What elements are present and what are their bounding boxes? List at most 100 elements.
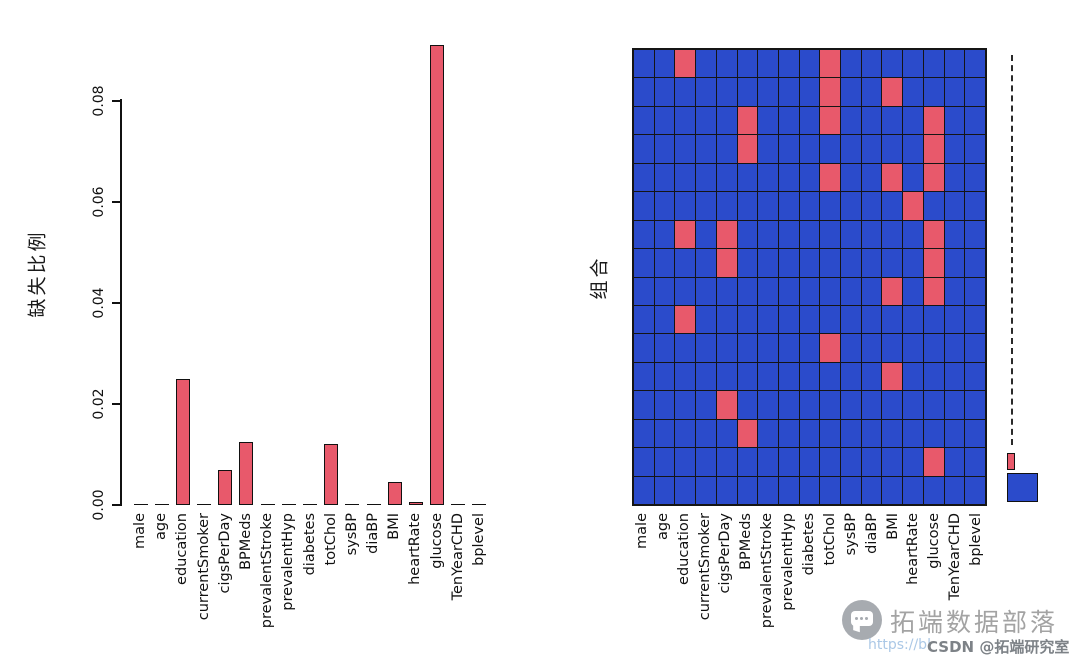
missing-cell <box>923 277 944 305</box>
observed-cell <box>737 78 758 106</box>
observed-cell <box>737 362 758 391</box>
observed-cell <box>965 277 985 305</box>
observed-cell <box>799 476 820 504</box>
observed-cell <box>965 334 985 362</box>
observed-cell <box>882 192 903 220</box>
observed-cell <box>758 163 778 192</box>
observed-cell <box>737 305 758 334</box>
bar <box>324 444 339 505</box>
observed-cell <box>965 249 985 277</box>
observed-cell <box>820 277 841 305</box>
observed-cell <box>861 476 882 504</box>
observed-cell <box>820 305 841 334</box>
observed-cell <box>799 163 820 192</box>
zero-bar <box>345 503 360 505</box>
observed-cell <box>882 448 903 476</box>
observed-cell <box>758 249 778 277</box>
zero-bar <box>154 503 169 505</box>
observed-cell <box>903 448 923 476</box>
observed-cell <box>799 419 820 448</box>
observed-cell <box>944 192 965 220</box>
observed-cell <box>841 476 861 504</box>
observed-cell <box>634 106 654 135</box>
observed-cell <box>758 220 778 249</box>
observed-cell <box>696 277 716 305</box>
observed-cell <box>758 78 778 106</box>
observed-cell <box>634 448 654 476</box>
observed-cell <box>675 135 696 163</box>
observed-cell <box>634 476 654 504</box>
observed-cell <box>799 277 820 305</box>
observed-cell <box>820 362 841 391</box>
observed-cell <box>965 163 985 192</box>
observed-cell <box>675 78 696 106</box>
observed-cell <box>944 135 965 163</box>
observed-cell <box>758 277 778 305</box>
observed-cell <box>654 305 675 334</box>
observed-cell <box>634 78 654 106</box>
x-axis-label: education <box>174 513 191 585</box>
observed-cell <box>861 192 882 220</box>
observed-cell <box>861 249 882 277</box>
observed-cell <box>654 220 675 249</box>
missing-proportion-chart: 缺失比例 0.00 0.02 0.04 0.06 0.08 <box>27 45 487 521</box>
observed-cell <box>696 106 716 135</box>
observed-cell <box>882 334 903 362</box>
x-axis-label: totChol <box>821 513 838 566</box>
observed-cell <box>758 50 778 78</box>
observed-cell <box>861 106 882 135</box>
missing-cell <box>882 362 903 391</box>
observed-cell <box>634 419 654 448</box>
observed-cell <box>861 135 882 163</box>
observed-cell <box>965 419 985 448</box>
observed-cell <box>716 277 737 305</box>
x-axis-label: cigsPerDay <box>216 513 233 594</box>
x-axis-label: diabetes <box>301 513 318 576</box>
y-axis-line <box>120 99 122 506</box>
observed-cell <box>758 448 778 476</box>
chat-bubble-tail <box>853 622 860 633</box>
observed-cell <box>758 476 778 504</box>
bubble-dot <box>855 617 858 620</box>
observed-cell <box>799 220 820 249</box>
observed-cell <box>882 135 903 163</box>
x-axis-label: currentSmoker <box>696 513 713 621</box>
observed-cell <box>799 334 820 362</box>
observed-cell <box>944 220 965 249</box>
observed-cell <box>820 192 841 220</box>
observed-cell <box>923 391 944 419</box>
observed-cell <box>923 334 944 362</box>
x-axis-label: prevalentHyp <box>780 513 797 611</box>
observed-cell <box>696 362 716 391</box>
observed-cell <box>965 78 985 106</box>
observed-cell <box>758 334 778 362</box>
missing-cell <box>737 419 758 448</box>
observed-cell <box>675 476 696 504</box>
observed-cell <box>820 448 841 476</box>
observed-cell <box>634 334 654 362</box>
missing-cell <box>923 106 944 135</box>
zero-bar <box>133 503 148 505</box>
zero-bar <box>197 503 212 505</box>
observed-cell <box>654 476 675 504</box>
x-axis-label: totChol <box>322 513 339 566</box>
missing-cell <box>923 220 944 249</box>
observed-cell <box>903 277 923 305</box>
observed-cell <box>778 419 799 448</box>
observed-cell <box>737 277 758 305</box>
observed-cell <box>841 362 861 391</box>
missing-cell <box>675 50 696 78</box>
zero-bar <box>472 503 487 505</box>
observed-cell <box>778 249 799 277</box>
observed-cell <box>778 78 799 106</box>
observed-cell <box>841 249 861 277</box>
observed-cell <box>737 448 758 476</box>
observed-cell <box>903 362 923 391</box>
observed-cell <box>903 78 923 106</box>
observed-cell <box>841 448 861 476</box>
observed-cell <box>675 249 696 277</box>
observed-cell <box>634 249 654 277</box>
observed-cell <box>820 476 841 504</box>
observed-cell <box>696 135 716 163</box>
observed-cell <box>841 192 861 220</box>
